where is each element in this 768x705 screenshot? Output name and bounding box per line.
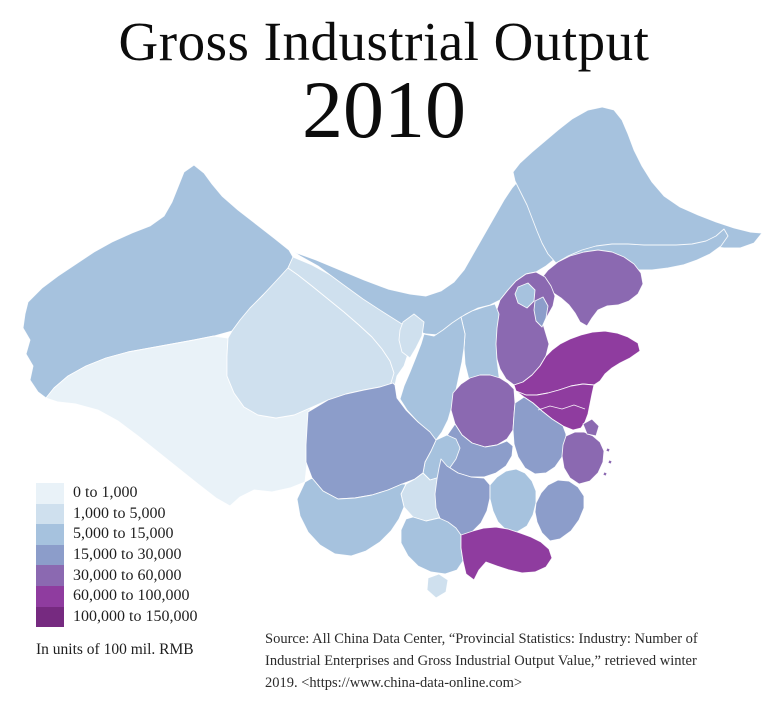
figure-year: 2010 — [302, 64, 466, 156]
province-shaanxi — [399, 316, 466, 441]
province-shanghai — [582, 418, 600, 437]
legend-label: 15,000 to 30,000 — [73, 546, 182, 564]
province-zhejiang — [561, 431, 605, 485]
legend-item: 0 to 1,000 — [36, 483, 197, 504]
legend-label: 1,000 to 5,000 — [73, 504, 166, 522]
province-heilongjiang — [512, 106, 763, 264]
province-jiangxi — [489, 468, 537, 533]
map-legend: 0 to 1,000 1,000 to 5,000 5,000 to 15,00… — [36, 483, 198, 628]
province-liaoning — [539, 249, 644, 327]
legend-label: 0 to 1,000 — [73, 484, 138, 502]
legend-item: 100,000 to 150,000 — [36, 606, 198, 628]
legend-item: 30,000 to 60,000 — [36, 565, 197, 586]
figure-title: Gross Industrial Output — [118, 11, 650, 72]
province-tianjin — [533, 296, 549, 328]
province-hunan — [434, 458, 491, 537]
legend-swatch — [36, 524, 64, 545]
units-note: In units of 100 mil. RMB — [36, 641, 194, 658]
legend-swatch — [36, 503, 64, 525]
legend-label: 30,000 to 60,000 — [73, 566, 182, 584]
yangtze-river-line — [537, 404, 586, 411]
province-hainan — [426, 573, 449, 599]
legend-swatch — [36, 565, 64, 586]
legend-label: 60,000 to 100,000 — [73, 587, 190, 605]
source-line: Industrial Enterprises and Gross Industr… — [265, 652, 697, 669]
figure-header: Gross Industrial Output 2010 — [0, 10, 768, 151]
legend-label: 100,000 to 150,000 — [73, 607, 198, 625]
legend-swatch — [36, 483, 64, 504]
province-beijing — [514, 282, 536, 309]
source-note: Source: All China Data Center, “Provinci… — [265, 629, 760, 694]
legend-item: 15,000 to 30,000 — [36, 544, 197, 566]
legend-swatch — [36, 544, 64, 566]
province-yunnan — [296, 477, 407, 557]
legend-item: 5,000 to 15,000 — [36, 524, 197, 545]
province-guangdong — [460, 526, 553, 581]
legend-label: 5,000 to 15,000 — [73, 525, 174, 543]
source-line: 2019. <https://www.china-data-online.com… — [265, 674, 523, 691]
legend-swatch — [36, 585, 64, 607]
source-line: Source: All China Data Center, “Provinci… — [265, 631, 698, 647]
legend-item: 1,000 to 5,000 — [36, 503, 197, 525]
province-fujian — [534, 479, 585, 542]
zhejiang-coastal-islands — [602, 447, 613, 477]
province-ningxia — [398, 313, 425, 359]
province-anhui — [512, 396, 567, 475]
legend-item: 60,000 to 100,000 — [36, 585, 197, 607]
legend-swatch — [36, 606, 64, 628]
